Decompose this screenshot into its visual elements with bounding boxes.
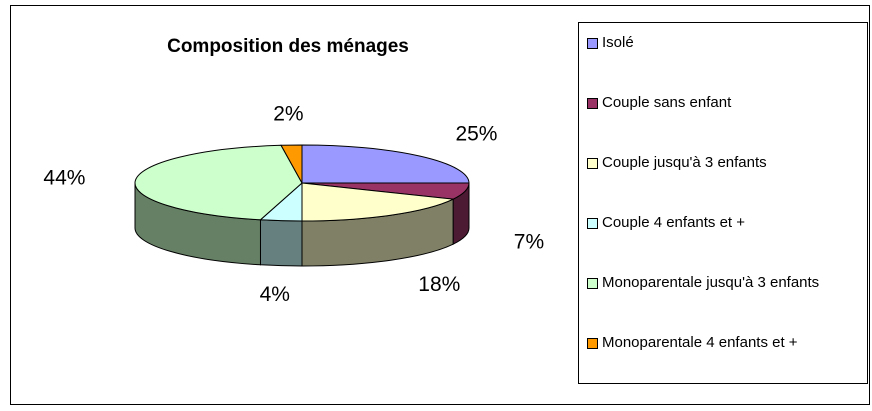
slice xyxy=(301,182,455,222)
legend-label: Couple jusqu'à 3 enfants xyxy=(602,154,767,171)
slice xyxy=(280,144,303,185)
legend-item: Isolé xyxy=(587,32,864,54)
legend-swatch xyxy=(587,278,598,289)
legend-label: Monoparentale 4 enfants et + xyxy=(602,334,798,351)
legend-item: Couple 4 enfants et + xyxy=(587,212,864,234)
legend-item: Couple sans enfant xyxy=(587,92,864,114)
data-label: 2% xyxy=(273,103,303,126)
slice xyxy=(134,144,303,221)
legend-swatch xyxy=(587,338,598,349)
legend-item: Monoparentale jusqu'à 3 enfants xyxy=(587,272,864,294)
data-label: 18% xyxy=(418,273,460,296)
chart-border xyxy=(10,5,870,405)
legend-swatch xyxy=(587,98,598,109)
legend-item: Monoparentale 4 enfants et + xyxy=(587,332,864,354)
legend-swatch xyxy=(587,158,598,169)
legend-item: Couple jusqu'à 3 enfants xyxy=(587,152,864,174)
legend-swatch xyxy=(587,218,598,229)
data-label: 44% xyxy=(43,166,85,189)
data-label: 4% xyxy=(260,283,290,306)
slice xyxy=(301,144,470,184)
legend-label: Couple sans enfant xyxy=(602,94,732,111)
data-label: 25% xyxy=(455,122,497,145)
legend: Isolé Couple sans enfant Couple jusqu'à 3 … xyxy=(578,22,868,384)
chart-title: Composition des ménages xyxy=(167,36,409,57)
legend-label: Couple 4 enfants et + xyxy=(602,214,746,231)
data-label: 7% xyxy=(514,230,544,253)
legend-label: Isolé xyxy=(602,34,634,51)
legend-label: Monoparentale jusqu'à 3 enfants xyxy=(602,274,820,291)
slice-side xyxy=(259,219,303,267)
legend-swatch xyxy=(587,38,598,49)
